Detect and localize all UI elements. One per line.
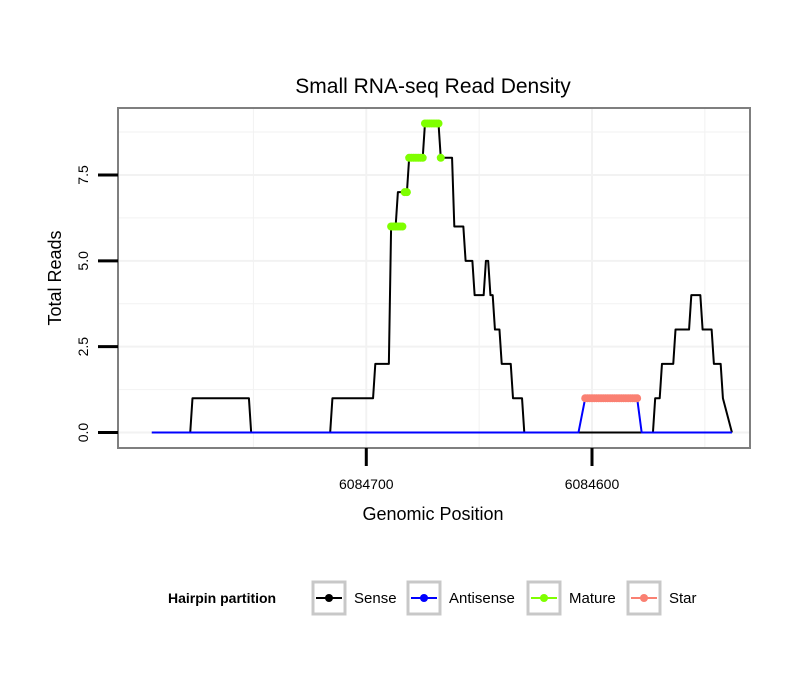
legend-title: Hairpin partition [168,590,276,606]
chart-title: Small RNA-seq Read Density [295,75,571,98]
legend: Hairpin partition Sense Antisense Mature St… [168,580,697,616]
legend-label-antisense: Antisense [449,590,515,607]
legend-label-sense: Sense [354,590,397,607]
plot-panel [117,107,751,449]
x-tick-label-0: 6084700 [339,476,394,492]
series-layer [151,119,733,434]
legend-label-star: Star [669,590,697,607]
legend-key-point-antisense [420,594,428,602]
x-axis-label: Genomic Position [362,504,503,524]
x-tick-label-1: 6084600 [565,476,620,492]
legend-key-point-mature [540,594,548,602]
point-mature-22 [436,153,445,162]
panel-border [117,107,751,449]
legend-key-point-sense [325,594,333,602]
legend-key-point-star [640,594,648,602]
y-tick-label-1: 2.5 [75,337,91,357]
panel-background [118,108,750,448]
y-tick-label-0: 0.0 [75,423,91,443]
legend-label-mature: Mature [569,590,616,607]
point-star-23 [633,394,642,403]
point-mature-5 [398,222,407,231]
point-mature-7 [402,188,411,197]
grid-lines [118,108,750,448]
point-mature-14 [418,153,427,162]
y-axis-label: Total Reads [45,230,65,325]
y-tick-label-2: 5.0 [75,251,91,271]
point-mature-21 [434,119,443,128]
axes: 0.0 2.5 5.0 7.5 6084700 6084600 [75,165,619,492]
y-tick-label-3: 7.5 [75,165,91,185]
